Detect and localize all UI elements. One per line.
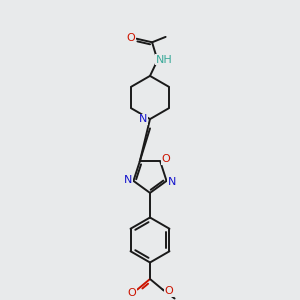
Text: N: N [168,177,176,187]
Text: NH: NH [156,55,172,65]
Text: O: O [127,32,136,43]
Text: O: O [165,286,174,296]
Text: N: N [124,175,132,185]
Text: O: O [128,287,136,298]
Text: N: N [139,114,148,124]
Text: O: O [161,154,170,164]
